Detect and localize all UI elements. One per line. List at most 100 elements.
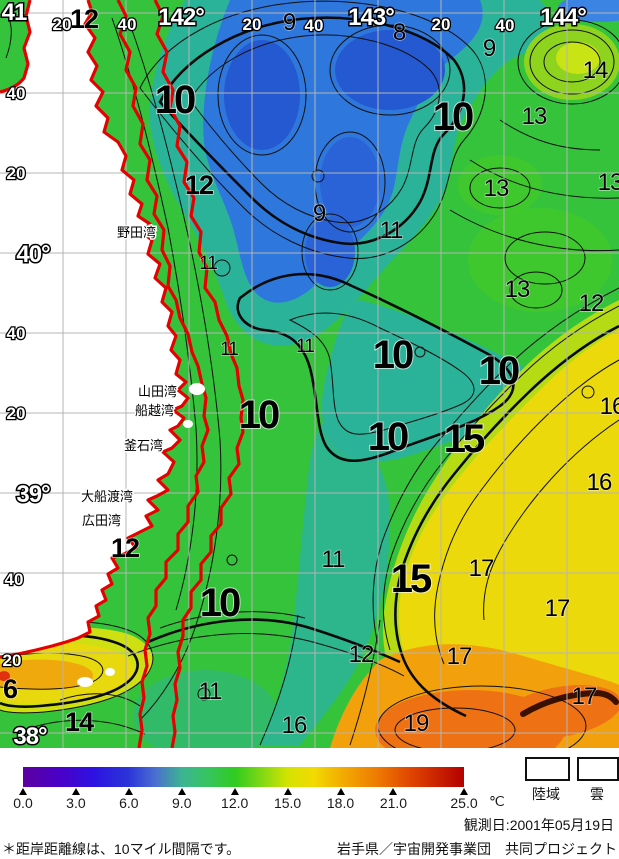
temp-label: 9 <box>483 35 496 62</box>
footnote-distance-lines: ＊距岸距離線は、10マイル間隔です。 <box>2 841 241 857</box>
tick-value: 0.0 <box>13 795 33 811</box>
temp-label: 19 <box>404 710 429 737</box>
lon-label: 20 <box>243 15 262 34</box>
temperature-contour-labels: 12 9 8 9 14 10 10 13 13 12 13 9 11 11 13 12 11 11 10 10 16 10… <box>2 3 619 740</box>
place-label: 山田湾 <box>138 384 177 399</box>
colorbar-tick: 9.0 <box>160 788 204 810</box>
place-label: 野田湾 <box>117 225 156 240</box>
place-label: 広田湾 <box>82 513 121 528</box>
tick-marker-icon <box>389 788 398 795</box>
temp-label: 10 <box>433 95 473 139</box>
temp-label: 17 <box>572 683 597 710</box>
lat-label: 20 <box>7 404 26 423</box>
temp-label: 9 <box>283 9 296 36</box>
temp-label: 10 <box>368 415 408 459</box>
temp-label: 12 <box>185 170 213 200</box>
legend-cloud-label: 雲 <box>590 786 604 802</box>
place-label: 船越湾 <box>135 403 174 418</box>
lat-label: 40 <box>7 84 26 103</box>
latitude-axis-labels: 41 40 20 40° 40 20 39° 40 20 38° <box>0 0 52 748</box>
place-label: 釜石湾 <box>124 438 163 453</box>
temp-label: 13 <box>598 169 619 196</box>
tick-value: 3.0 <box>66 795 86 811</box>
legend-land-swatch <box>525 757 570 781</box>
temp-label: 12 <box>579 290 604 317</box>
temp-label: 12 <box>70 4 98 34</box>
lon-label: 143° <box>348 4 394 31</box>
lon-label: 144° <box>540 4 586 31</box>
sst-map-svg: 12 9 8 9 14 10 10 13 13 12 13 9 11 11 13 12 11 11 10 10 16 10… <box>0 0 619 748</box>
northwest-sea-patch <box>0 0 30 92</box>
colorbar-tick: 25.0 <box>442 788 486 810</box>
colorbar-tick: 18.0 <box>319 788 363 810</box>
lon-label: 40 <box>305 16 324 35</box>
temp-label: 13 <box>484 175 509 202</box>
coast-distance-lines <box>0 0 245 748</box>
temp-label: 17 <box>447 643 472 670</box>
temp-label: 13 <box>522 103 547 130</box>
temp-label: 17 <box>469 555 494 582</box>
temp-label: 14 <box>65 707 94 737</box>
tick-value: 6.0 <box>119 795 139 811</box>
colorbar-tick: 6.0 <box>107 788 151 810</box>
lat-label: 40 <box>7 324 26 343</box>
legend-land-label: 陸域 <box>532 786 560 802</box>
distance-line-20mi <box>153 0 245 748</box>
tick-marker-icon <box>71 788 80 795</box>
tick-marker-icon <box>336 788 345 795</box>
coastline-red <box>0 0 190 659</box>
lat-label: 39° <box>16 481 50 508</box>
place-label: 大船渡湾 <box>81 489 133 504</box>
lat-label: 40 <box>5 570 24 589</box>
temp-label: 11 <box>322 546 346 573</box>
tick-value: 12.0 <box>221 795 249 811</box>
tick-marker-icon <box>177 788 186 795</box>
colorbar-tick: 0.0 <box>1 788 45 810</box>
temp-label: 10 <box>155 78 195 122</box>
tick-marker-icon <box>124 788 133 795</box>
tick-value: 9.0 <box>172 795 192 811</box>
sea-surface-temperature-map: 12 9 8 9 14 10 10 13 13 12 13 9 11 11 13 12 11 11 10 10 16 10… <box>0 0 619 748</box>
temp-label: 11 <box>199 678 223 705</box>
temp-label: 16 <box>600 393 619 420</box>
temp-label: 11 <box>296 336 314 357</box>
temp-label: 9 <box>313 200 326 227</box>
tick-value: 15.0 <box>273 795 302 811</box>
lon-label: 40 <box>496 16 515 35</box>
lon-label: 142° <box>158 4 204 31</box>
temp-label: 12 <box>349 641 374 668</box>
temp-label: 10 <box>200 581 240 625</box>
temp-label: 6 <box>3 674 18 704</box>
temp-label: 16 <box>587 469 612 496</box>
northwest-patch-coast <box>0 0 32 94</box>
colorbar-unit-label: ℃ <box>489 793 505 809</box>
colorbar-tick: 21.0 <box>371 788 415 810</box>
temperature-colorbar <box>23 767 464 787</box>
temp-label: 11 <box>380 217 404 244</box>
colorbar-tick: 12.0 <box>213 788 257 810</box>
cloud-patches <box>77 383 205 687</box>
temp-label: 11 <box>199 253 217 274</box>
temp-label: 15 <box>391 557 432 601</box>
lat-label: 20 <box>7 164 26 183</box>
observation-date: 観測日:2001年05月19日 <box>463 817 614 833</box>
temp-label: 12 <box>111 533 139 563</box>
tick-marker-icon <box>283 788 292 795</box>
legend-cloud-swatch <box>577 757 619 781</box>
graticule-grid <box>0 0 619 748</box>
temp-label: 15 <box>444 417 485 461</box>
distance-line-10mi <box>116 0 210 748</box>
colorbar-tick: 15.0 <box>266 788 310 810</box>
lat-label: 40° <box>16 241 50 268</box>
lat-label: 41 <box>2 0 27 26</box>
temp-label: 16 <box>282 712 307 739</box>
temp-label: 8 <box>393 19 406 46</box>
legend-panel: 0.0 3.0 6.0 9.0 12.0 15.0 18.0 21.0 25.0 ℃ 陸域 雲 … <box>0 748 619 858</box>
temp-label: 14 <box>583 57 608 84</box>
tick-value: 21.0 <box>379 795 408 811</box>
temp-label: 11 <box>220 339 238 360</box>
lat-label: 20 <box>3 651 22 670</box>
temp-label: 10 <box>239 393 279 437</box>
